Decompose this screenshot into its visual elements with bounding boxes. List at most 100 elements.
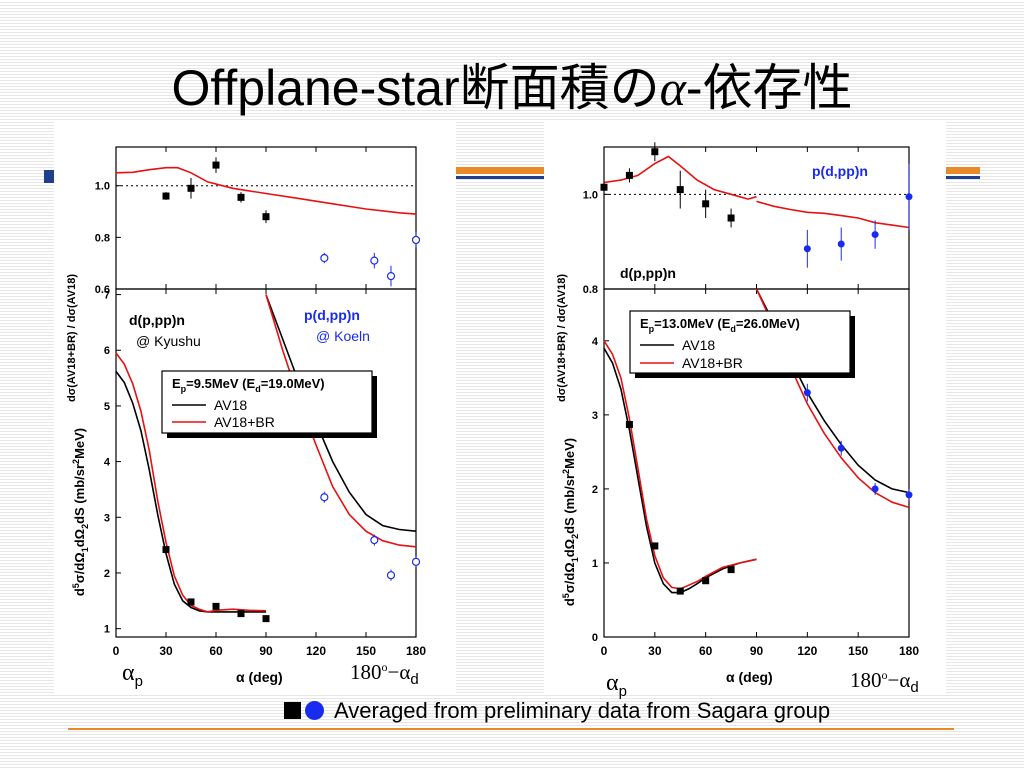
left-ratio-curve-br — [115, 166, 417, 215]
left-ratio-kyushu-point-2 — [212, 161, 220, 169]
right-ratio-black-point-4 — [702, 200, 710, 208]
right-legend-av18br: AV18+BR — [682, 355, 743, 371]
right-ratio-ylabel: dσ(AV18+BR) / dσ(AV18) — [556, 274, 568, 402]
left-xs-xtick-label-1: 30 — [159, 644, 173, 658]
right-xs-black-point-2 — [676, 587, 684, 595]
left-ratio-koeln-point-3 — [411, 235, 421, 245]
right-xs-black-point-3 — [702, 577, 710, 585]
footer-note: Averaged from preliminary data from Saga… — [284, 698, 830, 724]
left-xs-xtick-label-0: 0 — [113, 644, 120, 658]
left-xs-kyushu-point-0 — [162, 546, 170, 554]
left-ratio-ytick-label-0: 0.6 — [95, 284, 110, 296]
left-legend-av18br: AV18+BR — [214, 414, 275, 430]
right-xs-blue-point-1 — [837, 444, 845, 452]
left-xs-ytick-label-2: 3 — [104, 512, 110, 524]
left-xs-curve-av18-low — [115, 370, 266, 613]
left-xs-kyushu-point-4 — [262, 615, 270, 623]
right-legend-energy: Ep=13.0MeV (Ed=26.0MeV) — [640, 316, 800, 334]
decor-band-mid-orange — [456, 167, 544, 174]
right-xs-ytick-label-1: 1 — [592, 558, 598, 570]
left-ratio-ylabel: dσ(AV18+BR) / dσ(AV18) — [66, 274, 78, 402]
left-xs-xtick-label-6: 180 — [406, 644, 426, 658]
left-koeln-line2: @ Koeln — [316, 328, 370, 344]
bottom-divider — [68, 728, 954, 730]
right-xs-xtick-label-5: 150 — [848, 644, 868, 658]
right-ratio-black-point-0 — [600, 183, 608, 191]
right-xs-blue-point-3 — [905, 491, 913, 499]
title-prefix: Offplane-star断面積の — [171, 60, 660, 116]
right-ratio-curve-br-a — [603, 155, 757, 200]
right-ratio-blue-point-1 — [837, 240, 845, 248]
left-xs-xtick-label-2: 60 — [209, 644, 223, 658]
right-ratio-black-point-1 — [625, 171, 633, 179]
left-ratio-ytick-label-2: 1.0 — [95, 181, 110, 193]
right-xs-curve-br-low — [603, 340, 757, 590]
right-xs-xtick-label-4: 120 — [797, 644, 817, 658]
right-legend-av18: AV18 — [682, 337, 715, 353]
right-xs-ytick-label-3: 3 — [592, 410, 598, 422]
right-xs-blue-point-2 — [871, 485, 879, 493]
left-ratio-kyushu-point-1 — [187, 184, 195, 192]
right-blue-label: p(d,pp)n — [812, 163, 868, 179]
left-legend-energy: Ep=9.5MeV (Ed=19.0MeV) — [172, 376, 325, 394]
right-xs-xtick-label-1: 30 — [648, 644, 662, 658]
page-title: Offplane-star断面積のα-依存性 — [0, 48, 1024, 120]
left-xs-ytick-label-4: 5 — [104, 401, 110, 413]
right-figure: 0.8 1.0 0 1 2 3 4 0 30 60 90 120 150 180 dσ(AV18+BR)… — [544, 120, 946, 695]
left-xs-ytick-label-5: 6 — [104, 345, 110, 357]
title-suffix: -依存性 — [685, 60, 853, 116]
left-xs-koeln-point-0 — [320, 493, 329, 502]
left-legend-av18: AV18 — [214, 397, 247, 413]
right-legend: Ep=13.0MeV (Ed=26.0MeV) AV18 AV18+BR — [629, 310, 855, 378]
decor-band-right-orange — [946, 167, 980, 174]
decor-band-right-blue — [946, 176, 980, 179]
left-ratio-koeln-point-0 — [320, 253, 329, 263]
right-ratio-blue-point-3 — [905, 193, 913, 201]
left-180-alpha-d-label: 180o−αd — [350, 660, 419, 689]
decor-band-left-blue — [44, 170, 54, 183]
black-square-icon — [284, 702, 301, 719]
left-alpha-p-label: αp — [122, 660, 143, 690]
left-ratio-kyushu-point-4 — [262, 213, 270, 221]
right-ratio-curve-br-b — [756, 200, 910, 229]
right-xs-blue-point-0 — [803, 389, 811, 397]
left-ratio-kyushu-point-3 — [237, 193, 245, 201]
left-koeln-line1: p(d,pp)n — [304, 307, 360, 323]
left-xs-xtick-label-5: 150 — [356, 644, 376, 658]
left-xlabel: α (deg) — [236, 669, 283, 685]
left-xs-koeln-point-3 — [411, 557, 421, 566]
right-xs-black-point-4 — [727, 566, 735, 574]
right-180-alpha-d-label: 180o−αd — [850, 668, 919, 697]
right-xs-curve-av18-low — [603, 347, 757, 594]
title-alpha: α — [659, 60, 686, 116]
right-ratio-blue-point-0 — [803, 245, 811, 253]
right-ratio-black-point-2 — [651, 148, 659, 156]
left-xs-ylabel: d5σ/dΩ1dΩ2dS (mb/sr2MeV) — [71, 428, 90, 596]
right-xs-ytick-label-2: 2 — [592, 484, 598, 496]
right-ratio-ytick-label-0: 0.8 — [583, 284, 598, 296]
blue-circle-icon — [305, 701, 324, 720]
right-xs-black-point-1 — [651, 542, 659, 550]
right-ratio-black-point-3 — [676, 186, 684, 194]
left-xs-curve-br-low — [115, 352, 267, 613]
right-ratio-black-point-5 — [727, 214, 735, 222]
right-xs-xtick-label-6: 180 — [899, 644, 919, 658]
left-ratio-koeln-point-1 — [370, 256, 379, 265]
right-xlabel: α (deg) — [726, 669, 773, 685]
left-kyushu-line2: @ Kyushu — [136, 333, 201, 349]
left-xs-koeln-point-2 — [386, 571, 396, 580]
right-black-label: d(p,pp)n — [620, 265, 676, 281]
right-xs-xtick-label-3: 90 — [750, 644, 764, 658]
decor-band-mid-blue — [456, 176, 544, 179]
left-xs-ytick-label-3: 4 — [104, 457, 111, 469]
left-xs-kyushu-point-1 — [187, 598, 195, 606]
right-alpha-p-label: αp — [606, 670, 627, 700]
left-ratio-ytick-label-1: 0.8 — [95, 232, 110, 244]
left-kyushu-line1: d(p,pp)n — [129, 312, 185, 328]
left-xs-koeln-point-1 — [370, 536, 379, 545]
left-xs-ytick-label-1: 2 — [104, 568, 110, 580]
left-xs-xtick-label-3: 90 — [259, 644, 273, 658]
left-xs-curve-av18-high — [265, 294, 417, 532]
right-ratio-blue-point-2 — [871, 231, 879, 239]
left-ratio-koeln-point-2 — [386, 271, 396, 281]
